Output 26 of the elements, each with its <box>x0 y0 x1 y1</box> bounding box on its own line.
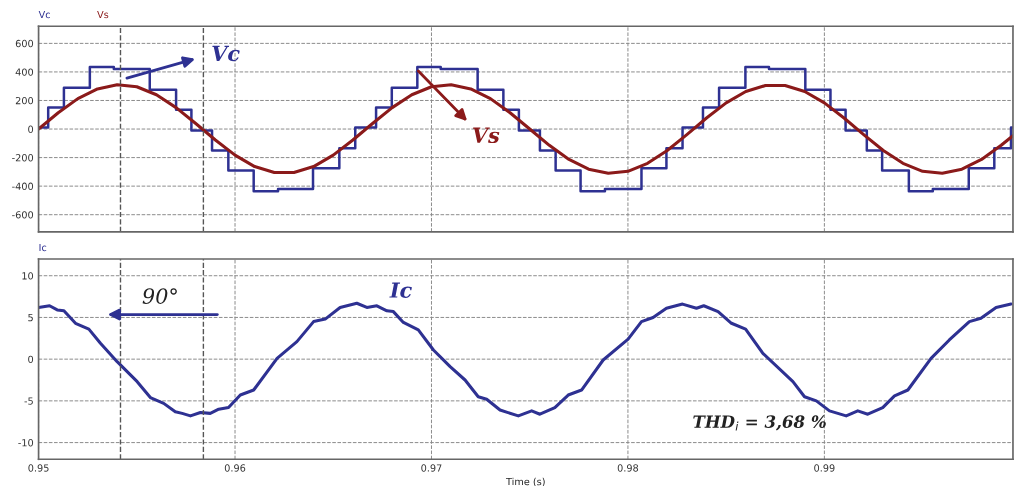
y-tick-label: 0 <box>28 355 34 363</box>
text: Vc <box>38 10 50 19</box>
x-axis-title: Time (s) <box>505 477 545 486</box>
annotation: Vs <box>472 127 500 144</box>
annotation: Vc <box>212 45 240 62</box>
y-tick-label: 10 <box>22 272 34 280</box>
annotation: 90° <box>142 288 177 304</box>
y-tick-label: 400 <box>15 68 34 76</box>
y-tick-label: 0 <box>28 125 34 133</box>
annotation: Ic <box>389 282 412 298</box>
y-tick-label: -200 <box>12 154 34 162</box>
x-tick-label: 0.96 <box>224 464 246 472</box>
y-tick-label: 600 <box>15 39 34 48</box>
y-tick-label: -5 <box>24 397 33 405</box>
text: Vs <box>97 10 109 19</box>
x-tick-label: 0.97 <box>421 464 442 472</box>
y-tick-label: -10 <box>18 439 34 447</box>
y-tick-label: 5 <box>28 314 33 322</box>
y-tick-label: 200 <box>15 96 34 105</box>
y-tick-label: -400 <box>12 182 34 190</box>
x-tick-label: 0.95 <box>28 464 49 472</box>
y-tick-label: -600 <box>12 211 34 219</box>
text: Ic <box>39 243 47 252</box>
annotation: THD$_{i}$ = 3,68 % <box>693 415 826 431</box>
x-tick-label: 0.98 <box>617 464 639 472</box>
x-tick-label: 0.99 <box>814 464 835 472</box>
